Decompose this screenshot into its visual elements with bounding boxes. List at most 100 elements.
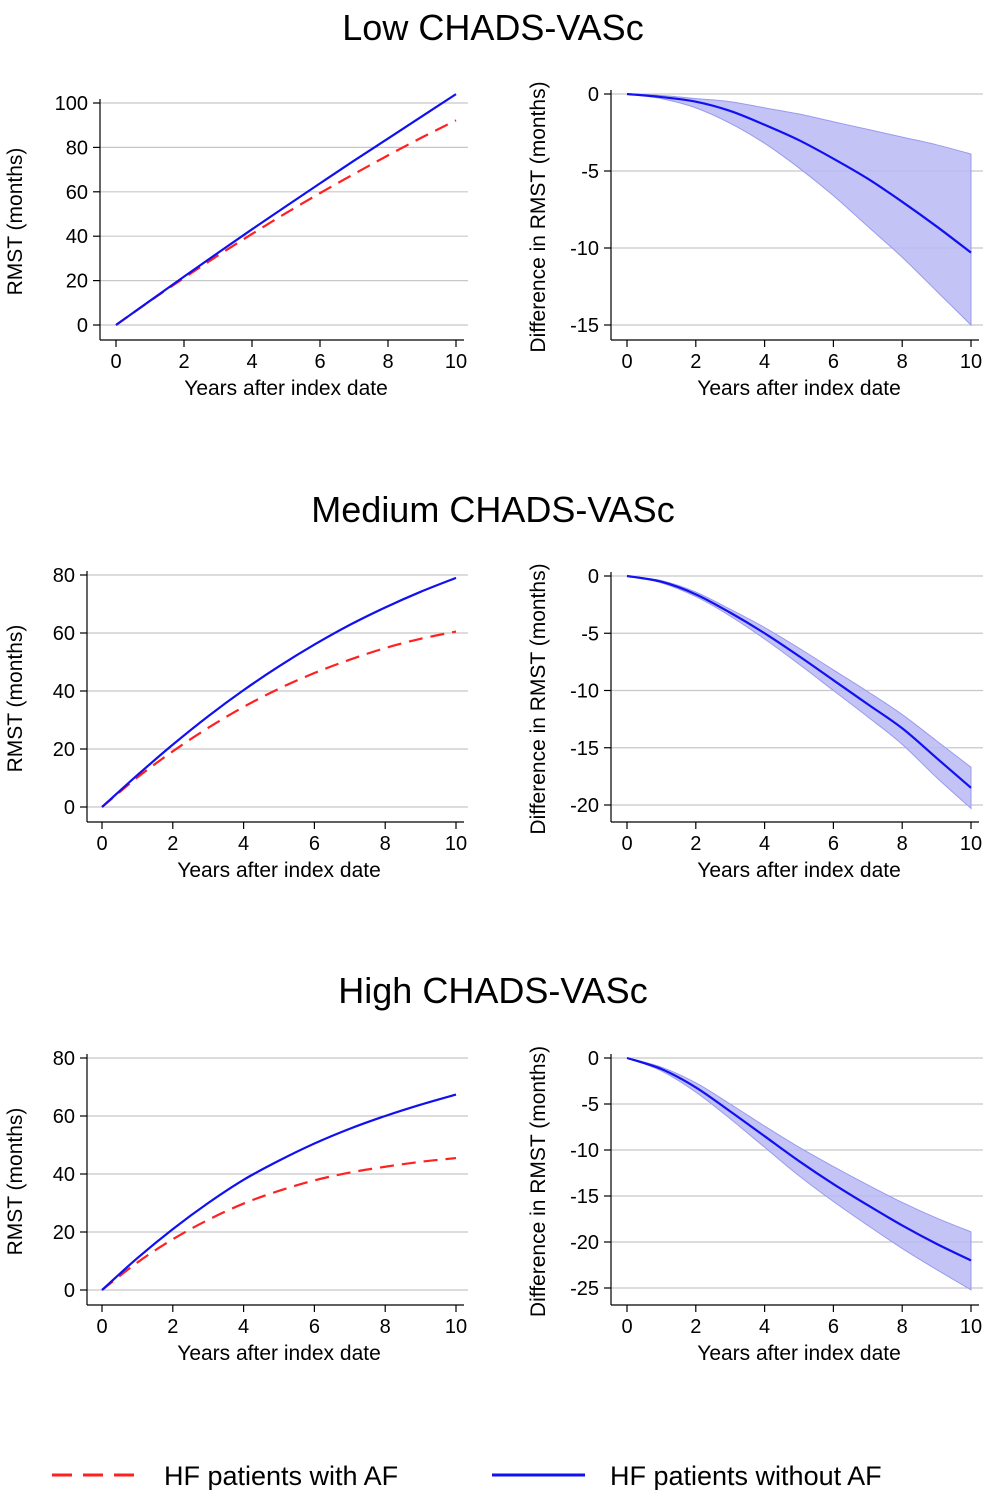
y-tick-label: -20 [570, 1232, 599, 1254]
series-line-without-af [101, 576, 457, 808]
y-axis-title: Difference in RMST (months) [527, 1046, 550, 1317]
y-tick-label: -5 [581, 623, 599, 645]
x-axis-title: Years after index date [697, 1342, 901, 1365]
y-tick-label: 0 [588, 566, 599, 588]
y-tick-label: -15 [570, 1186, 599, 1208]
y-tick-label: 60 [53, 623, 75, 645]
y-tick-label: -20 [570, 795, 599, 817]
y-tick-label: 0 [588, 1048, 599, 1070]
x-tick-label: 2 [690, 833, 701, 855]
chart-medium-difference: 0 -5 -10 -15 -20 0 2 4 6 8 10 Years after index dat… [527, 563, 983, 882]
y-axis-title: Difference in RMST (months) [527, 81, 550, 352]
x-tick-label: 2 [690, 1316, 701, 1338]
y-tick-label: 80 [53, 1048, 75, 1070]
y-tick-label: 40 [53, 681, 75, 703]
x-tick-label: 2 [167, 1316, 178, 1338]
y-tick-label: 80 [66, 137, 88, 159]
y-tick-label: -5 [581, 1094, 599, 1116]
series-line-difference [626, 574, 972, 789]
x-axis-title: Years after index date [697, 859, 901, 882]
series-line-with-af [101, 630, 457, 808]
y-tick-label: 60 [66, 182, 88, 204]
x-tick-label: 8 [897, 351, 908, 373]
y-tick-label: 60 [53, 1106, 75, 1128]
x-tick-label: 6 [314, 351, 325, 373]
y-axis-title: RMST (months) [4, 625, 27, 773]
x-tick-label: 10 [445, 1316, 467, 1338]
y-tick-label: -10 [570, 1140, 599, 1162]
y-tick-label: 20 [66, 271, 88, 293]
y-tick-label: 40 [66, 226, 88, 248]
x-tick-label: 0 [96, 833, 107, 855]
chart-high-difference: 0 -5 -10 -15 -20 -25 0 2 4 6 8 10 Years after index … [527, 1046, 983, 1365]
y-tick-label: 100 [55, 93, 88, 115]
legend-label-without-af: HF patients without AF [610, 1461, 882, 1490]
y-tick-label: -15 [570, 315, 599, 337]
y-tick-label: 0 [64, 797, 75, 819]
x-tick-label: 6 [309, 1316, 320, 1338]
y-tick-label: -10 [570, 238, 599, 260]
chart-medium-rmst: 0 20 40 60 80 0 2 4 6 8 10 Years after index date RM… [4, 565, 468, 882]
x-tick-label: 6 [828, 1316, 839, 1338]
x-tick-label: 10 [445, 351, 467, 373]
x-tick-label: 4 [238, 1316, 249, 1338]
y-axis-title: RMST (months) [4, 148, 27, 296]
x-axis-title: Years after index date [184, 377, 388, 400]
x-tick-label: 0 [110, 351, 121, 373]
x-tick-label: 10 [960, 351, 982, 373]
x-tick-label: 0 [621, 833, 632, 855]
x-tick-label: 4 [246, 351, 257, 373]
series-line-with-af [115, 119, 457, 326]
confidence-band [626, 575, 972, 810]
chart-low-difference: 0 -5 -10 -15 0 2 4 6 8 10 Years after index date Di… [527, 81, 983, 400]
legend: HF patients with AF HF patients without … [52, 1461, 882, 1490]
x-tick-label: 6 [828, 833, 839, 855]
x-tick-label: 0 [96, 1316, 107, 1338]
series-line-with-af [101, 1156, 457, 1291]
x-tick-label: 10 [445, 833, 467, 855]
y-tick-label: 0 [64, 1280, 75, 1302]
y-tick-label: 80 [53, 565, 75, 587]
x-tick-label: 8 [382, 351, 393, 373]
y-axis-title: Difference in RMST (months) [527, 563, 550, 834]
panel-title-low: Low CHADS-VASc [342, 7, 643, 48]
panel-title-medium: Medium CHADS-VASc [311, 489, 674, 530]
x-tick-label: 10 [960, 1316, 982, 1338]
y-tick-label: 20 [53, 1222, 75, 1244]
x-tick-label: 6 [828, 351, 839, 373]
x-axis-title: Years after index date [697, 377, 901, 400]
confidence-band [626, 1057, 972, 1291]
x-tick-label: 2 [690, 351, 701, 373]
x-tick-label: 8 [380, 1316, 391, 1338]
x-tick-label: 2 [167, 833, 178, 855]
x-tick-label: 0 [621, 351, 632, 373]
x-tick-label: 6 [309, 833, 320, 855]
x-tick-label: 4 [759, 833, 770, 855]
x-tick-label: 0 [621, 1316, 632, 1338]
x-tick-label: 8 [380, 833, 391, 855]
x-tick-label: 8 [897, 833, 908, 855]
x-tick-label: 4 [238, 833, 249, 855]
x-axis-title: Years after index date [177, 1342, 381, 1365]
series-line-without-af [115, 93, 457, 326]
y-tick-label: 20 [53, 739, 75, 761]
chart-low-rmst: 0 20 40 60 80 100 0 2 4 6 8 10 Years after index dat… [4, 93, 468, 400]
y-tick-label: -5 [581, 161, 599, 183]
confidence-band [626, 93, 972, 327]
x-tick-label: 10 [960, 833, 982, 855]
y-tick-label: -10 [570, 681, 599, 703]
y-tick-label: 0 [588, 84, 599, 106]
y-tick-label: -25 [570, 1278, 599, 1300]
x-tick-label: 2 [178, 351, 189, 373]
series-line-difference [626, 1056, 972, 1262]
y-axis-title: RMST (months) [4, 1108, 27, 1256]
y-tick-label: 40 [53, 1164, 75, 1186]
x-tick-label: 8 [897, 1316, 908, 1338]
panel-title-high: High CHADS-VASc [338, 970, 647, 1011]
series-line-without-af [101, 1093, 457, 1291]
x-tick-label: 4 [759, 351, 770, 373]
series-line-difference [626, 92, 972, 254]
y-tick-label: -15 [570, 738, 599, 760]
x-axis-title: Years after index date [177, 859, 381, 882]
